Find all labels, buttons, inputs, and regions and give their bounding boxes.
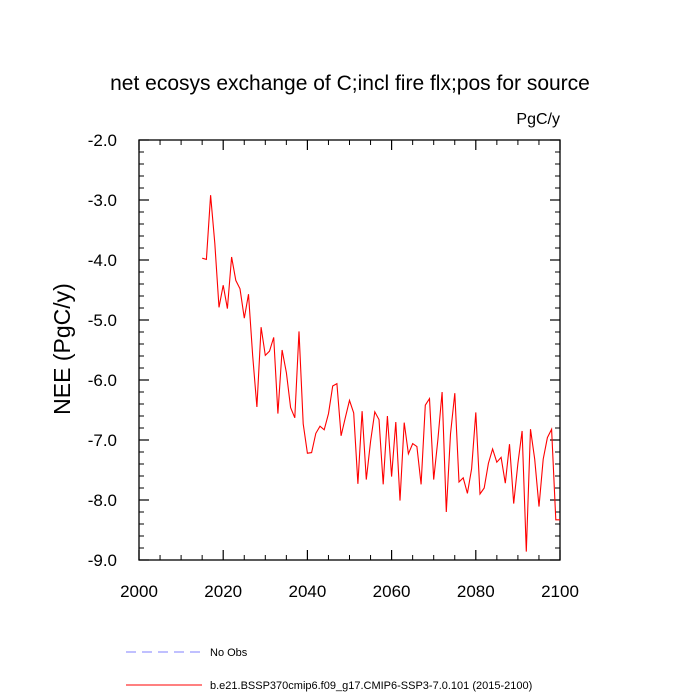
y-tick-label: -6.0	[88, 371, 117, 390]
y-tick-label: -2.0	[88, 131, 117, 150]
y-tick-label: -5.0	[88, 311, 117, 330]
series-line	[202, 195, 560, 552]
y-tick-label: -8.0	[88, 491, 117, 510]
y-tick-label: -4.0	[88, 251, 117, 270]
plot-frame	[138, 139, 561, 561]
legend-label: No Obs	[210, 647, 248, 659]
y-tick-label: -7.0	[88, 431, 117, 450]
x-tick-label: 2100	[541, 582, 579, 601]
y-tick-label: -3.0	[88, 191, 117, 210]
x-tick-label: 2040	[288, 582, 326, 601]
legend: No Obs b.e21.BSSP370cmip6.f09_g17.CMIP6-S…	[126, 647, 532, 692]
chart-title: net ecosys exchange of C;incl fire flx;p…	[110, 72, 590, 95]
x-tick-label: 2020	[204, 582, 242, 601]
y-tick-label: -9.0	[88, 551, 117, 570]
legend-label: b.e21.BSSP370cmip6.f09_g17.CMIP6-SSP3-7.…	[210, 680, 532, 692]
x-tick-label: 2060	[373, 582, 411, 601]
x-tick-label: 2080	[457, 582, 495, 601]
y-axis-label: NEE (PgC/y)	[49, 283, 75, 415]
x-tick-label: 2000	[120, 582, 158, 601]
units-label: PgC/y	[516, 111, 560, 128]
